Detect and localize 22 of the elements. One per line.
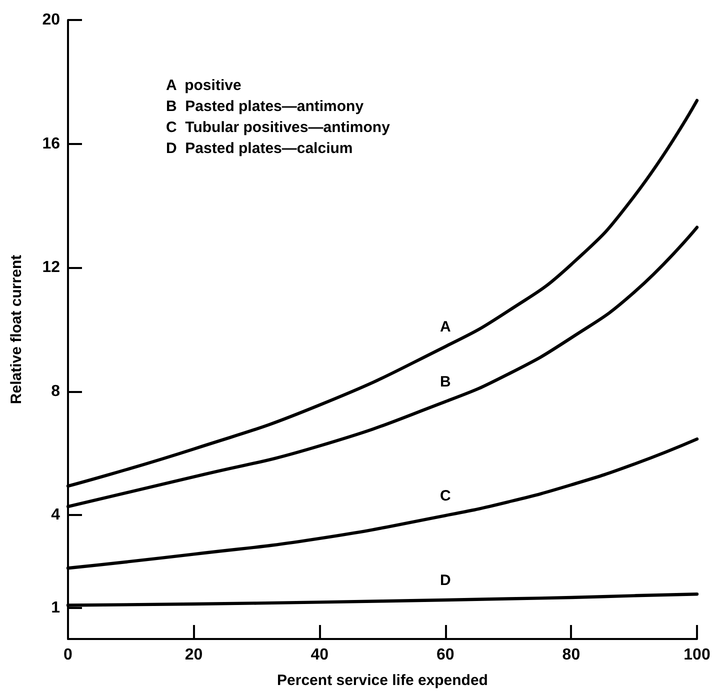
y-tick-label: 4 [51,506,60,524]
series-label: C [440,488,451,505]
x-tick-label: 100 [684,646,710,664]
annotation: B Pasted plates—antimony [166,98,364,115]
series-label: B [440,374,451,391]
x-tick-label: 60 [436,646,454,664]
annotation: A positive [166,77,242,94]
annotation: C Tubular positives—antimony [166,119,391,136]
annotation: D Pasted plates—calcium [166,140,353,157]
x-axis-title: Percent service life expended [277,672,488,689]
series-label: D [440,572,451,590]
y-tick-label: 12 [42,259,60,276]
x-tick-label: 40 [310,646,329,664]
x-tick-label: 0 [64,646,73,664]
y-axis-title: Relative float current [8,254,25,404]
x-tick-label: 80 [562,646,580,664]
y-tick-label: 16 [42,135,60,152]
y-tick-label: 20 [42,12,60,28]
series-label: A [440,318,451,336]
y-tick-label: 8 [51,382,60,400]
x-tick-label: 20 [184,646,203,664]
y-tick-label: 1 [51,600,60,617]
